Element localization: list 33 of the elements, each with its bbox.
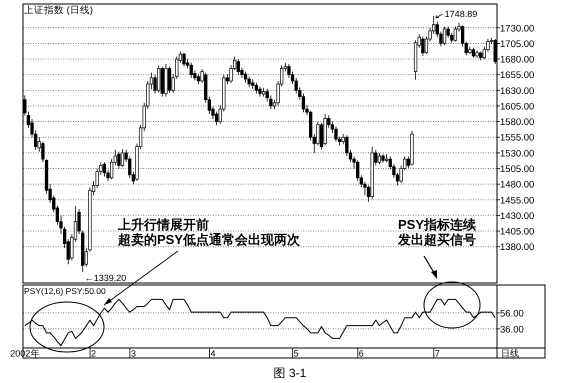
y-tick-label: 36.00 bbox=[500, 324, 524, 336]
y-tick-label: 56.00 bbox=[500, 308, 524, 320]
x-tick-label: 3 bbox=[130, 348, 136, 358]
y-tick-label: 1580.00 bbox=[500, 117, 534, 128]
y-tick-label: 1530.00 bbox=[500, 148, 534, 160]
y-tick-label: 1430.00 bbox=[500, 210, 534, 222]
annotation: PSY指标连续 bbox=[398, 217, 478, 232]
annotation: 1748.89 bbox=[444, 8, 478, 19]
x-tick-label: 4 bbox=[210, 348, 216, 358]
annotation: 发出超买信号 bbox=[397, 232, 476, 247]
y-tick-label: 1630.00 bbox=[500, 86, 534, 97]
y-tick-label: 1680.00 bbox=[500, 54, 534, 66]
annotation: ←1339.20 bbox=[84, 273, 126, 284]
chart-title: 上证指数 (日线) bbox=[24, 4, 93, 16]
y-tick-label: 1555.00 bbox=[500, 132, 534, 144]
annotation: 上升行情展开前 bbox=[117, 217, 209, 232]
x-tick-label: 7 bbox=[434, 348, 440, 358]
caption: 图 3-1 bbox=[274, 366, 307, 380]
y-tick-label: 1605.00 bbox=[500, 101, 534, 112]
y-tick-label: 1405.00 bbox=[500, 226, 534, 238]
x-tick-label: 2 bbox=[91, 348, 96, 358]
y-tick-label: 1455.00 bbox=[500, 195, 534, 206]
y-tick-label: 1380.00 bbox=[500, 242, 534, 254]
y-tick-label: 1730.00 bbox=[500, 23, 534, 34]
annotation: 超卖的PSY低点通常会出现两次 bbox=[117, 232, 302, 247]
chart-title: PSY(12,6) PSY:50.00 bbox=[24, 286, 106, 296]
y-tick-label: 1655.00 bbox=[500, 70, 534, 82]
y-tick-label: 1480.00 bbox=[500, 180, 534, 191]
x-tick-label: 5 bbox=[294, 348, 299, 358]
text: 日线 bbox=[501, 348, 519, 358]
y-tick-label: 1705.00 bbox=[500, 38, 534, 50]
x-tick-label: 6 bbox=[358, 348, 364, 358]
y-tick-label: 1505.00 bbox=[500, 164, 534, 176]
